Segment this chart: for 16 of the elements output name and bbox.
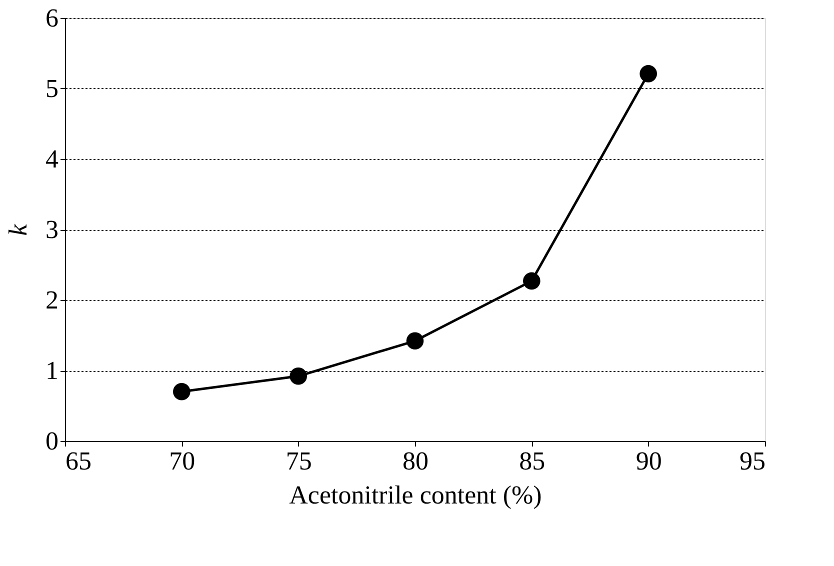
- y-tick-label: 5: [46, 74, 58, 103]
- x-tick-label: 85: [519, 446, 546, 476]
- y-tick-label: 1: [46, 356, 58, 385]
- y-tick-label: 6: [46, 4, 58, 32]
- y-tick-label: 0: [46, 426, 58, 456]
- y-axis-title: k: [4, 224, 32, 236]
- x-tick-label: 70: [169, 446, 196, 476]
- x-axis-title: Acetonitrile content (%): [289, 480, 542, 510]
- x-tick-label: 80: [402, 446, 428, 476]
- x-tick-label: 65: [66, 446, 92, 476]
- y-tick-label: 3: [46, 215, 58, 244]
- x-tick-label: 90: [636, 446, 662, 476]
- y-tick-label: 2: [46, 286, 58, 314]
- x-tick-label: 95: [740, 446, 766, 476]
- y-tick-label: 4: [46, 144, 58, 174]
- x-tick-label: 75: [286, 446, 312, 476]
